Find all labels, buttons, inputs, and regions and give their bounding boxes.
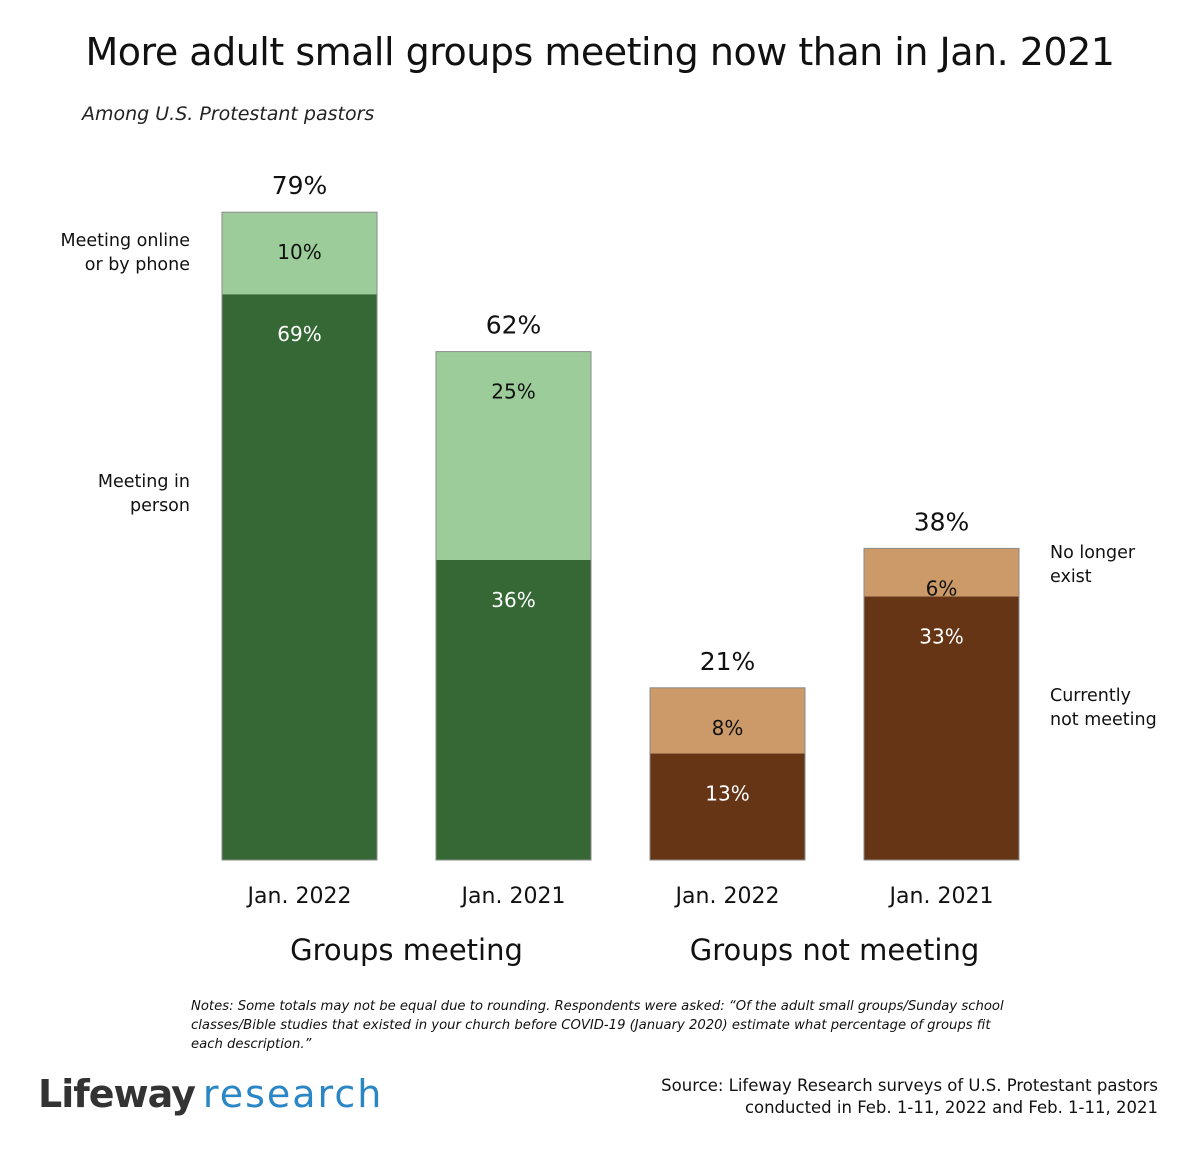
source-line-2: conducted in Feb. 1-11, 2022 and Feb. 1-…	[744, 1098, 1158, 1117]
segment-label: 13%	[705, 781, 749, 805]
lifeway-research-logo: Lifeway research	[38, 1072, 383, 1116]
segment-label: 69%	[277, 322, 321, 346]
bar-outline	[649, 687, 806, 861]
logo-brand: Lifeway	[38, 1072, 196, 1116]
chart-title: More adult small groups meeting now than…	[85, 30, 1115, 74]
legend-label-not-meeting-line1: Currently	[1050, 686, 1131, 706]
legend-label-no-longer-exist: No longer exist	[1050, 541, 1135, 589]
legend-label-online-line1: Meeting online	[60, 231, 191, 251]
category-tick-label: Jan. 2022	[674, 884, 780, 909]
legend-label-no-longer-exist-line1: No longer	[1050, 543, 1136, 563]
bar-outline	[221, 211, 378, 861]
legend-label-not-meeting-line2: not meeting	[1050, 710, 1157, 730]
segment-label: 6%	[926, 576, 958, 600]
group-label: Groups meeting	[290, 933, 523, 967]
category-tick-label: Jan. 2022	[246, 884, 352, 909]
bar-segment	[864, 548, 1019, 597]
legend-label-in-person-line2: person	[130, 496, 190, 516]
bar-outline	[435, 351, 592, 861]
segment-label: 36%	[491, 588, 535, 612]
bar-segment	[222, 212, 377, 295]
group-label: Groups not meeting	[690, 933, 979, 967]
stacked-bar-chart: 69% 10% 79% Jan. 2022 36% 25% 62% Jan. 2021 13% 8…	[221, 171, 1020, 967]
legend-label-online-line2: or by phone	[84, 255, 190, 275]
chart-notes: Notes: Some totals may not be equal due …	[191, 999, 1004, 1052]
legend-label-in-person-line1: Meeting in	[97, 472, 190, 492]
legend-label-in-person: Meeting in person	[0, 470, 190, 518]
bar-segment	[436, 351, 591, 560]
segment-label: 8%	[712, 716, 744, 740]
bar-outline	[863, 547, 1020, 861]
chart-subtitle: Among U.S. Protestant pastors	[82, 103, 375, 125]
segment-label: 33%	[919, 624, 963, 648]
bar-segment	[650, 753, 805, 860]
bar-total-label: 38%	[914, 507, 970, 536]
bar-segment	[222, 294, 377, 860]
bar-segment	[864, 596, 1019, 860]
category-tick-label: Jan. 2021	[460, 884, 566, 909]
bar-total-label: 79%	[272, 171, 328, 200]
legend-label-not-meeting: Currently not meeting	[1050, 684, 1157, 732]
category-tick-label: Jan. 2021	[888, 884, 994, 909]
source-line-1: Source: Lifeway Research surveys of U.S.…	[661, 1076, 1158, 1095]
bar-segment	[436, 559, 591, 860]
bar-segment	[650, 687, 805, 754]
logo-sub: research	[202, 1072, 384, 1116]
legend-label-online: Meeting online or by phone	[0, 229, 191, 277]
bar-total-label: 21%	[700, 647, 756, 676]
bar-total-label: 62%	[486, 311, 542, 340]
legend-label-no-longer-exist-line2: exist	[1050, 567, 1092, 587]
segment-label: 10%	[277, 240, 321, 264]
segment-label: 25%	[491, 380, 535, 404]
source-note: Source: Lifeway Research surveys of U.S.…	[661, 1075, 1158, 1119]
